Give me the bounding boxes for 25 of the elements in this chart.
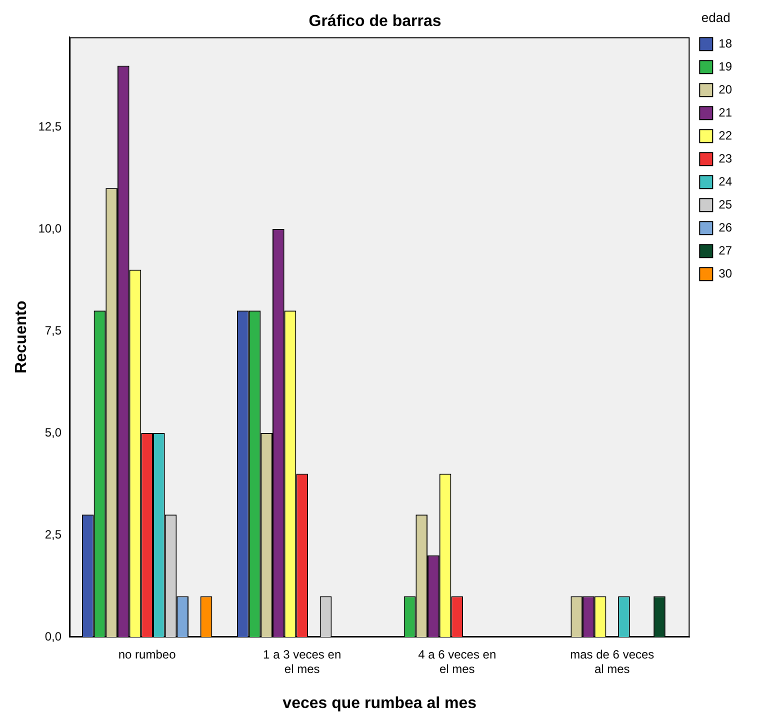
chart-title: Gráfico de barras bbox=[308, 13, 442, 30]
legend-label: 21 bbox=[718, 105, 732, 120]
y-tick-label: 7,5 bbox=[44, 323, 62, 338]
y-tick-label: 10,0 bbox=[38, 221, 62, 236]
legend-label: 19 bbox=[718, 59, 732, 74]
legend-label: 27 bbox=[718, 243, 732, 258]
legend-label: 22 bbox=[718, 128, 732, 142]
legend-label: 26 bbox=[718, 220, 732, 234]
legend-label: 20 bbox=[718, 82, 732, 96]
legend-label: 24 bbox=[718, 174, 732, 188]
legend-label: 23 bbox=[718, 151, 732, 166]
y-axis-title: Recuento bbox=[13, 300, 30, 374]
x-tick-label: no rumbeo bbox=[118, 648, 176, 662]
x-axis-title: veces que rumbea al mes bbox=[282, 694, 477, 712]
x-tick-label: mas de 6 veces al mes bbox=[570, 648, 654, 676]
y-tick-label: 5,0 bbox=[44, 425, 62, 440]
legend-label: 25 bbox=[718, 197, 732, 212]
x-tick-label: 4 a 6 veces en el mes bbox=[418, 648, 496, 676]
y-tick-label: 0,0 bbox=[44, 629, 62, 644]
y-tick-label: 12,5 bbox=[38, 119, 62, 134]
x-tick-label: 1 a 3 veces en el mes bbox=[263, 648, 342, 676]
legend-title: edad bbox=[701, 10, 730, 26]
legend-label: 18 bbox=[718, 36, 732, 50]
y-tick-label: 2,5 bbox=[44, 527, 62, 542]
legend-label: 30 bbox=[718, 266, 732, 280]
